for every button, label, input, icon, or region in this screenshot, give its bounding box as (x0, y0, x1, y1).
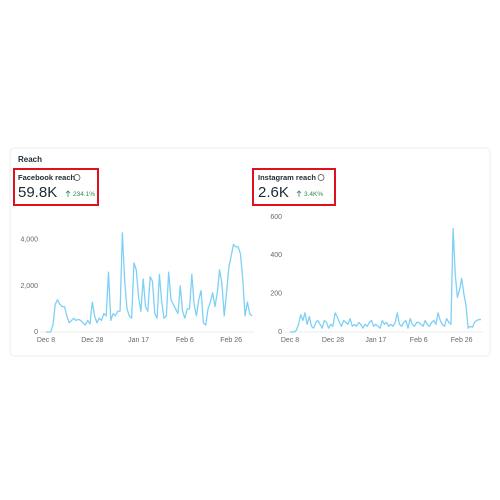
info-icon[interactable] (73, 174, 81, 181)
y-tick-label: 0 (34, 329, 38, 336)
y-tick-label: 2,000 (20, 283, 38, 290)
metric-value: 59.8K (18, 184, 57, 201)
highlight-box (13, 168, 99, 206)
highlight-box (252, 168, 336, 206)
data-line (290, 227, 481, 333)
metric-change: 234.1% (73, 191, 95, 198)
x-tick-label: Feb 26 (451, 337, 473, 344)
x-tick-label: Feb 6 (410, 337, 428, 344)
x-tick-label: Jan 17 (365, 337, 386, 344)
x-tick-label: Feb 6 (176, 337, 194, 344)
data-line (46, 232, 253, 333)
metric-title: Instagram reach (258, 173, 316, 182)
x-tick-label: Dec 28 (322, 337, 344, 344)
up-arrow (65, 190, 71, 197)
metric-change: 3.4K% (304, 191, 323, 198)
y-tick-label: 0 (278, 329, 282, 336)
y-tick-label: 4,000 (20, 237, 38, 244)
x-tick-label: Jan 17 (128, 337, 149, 344)
x-tick-label: Dec 8 (281, 337, 299, 344)
facebook-metric: Facebook reach 59.8K 234.1% (18, 173, 95, 201)
y-tick-label: 400 (270, 252, 282, 259)
metric-value: 2.6K (258, 184, 289, 201)
info-icon[interactable] (317, 174, 325, 181)
up-arrow (296, 190, 302, 197)
x-tick-label: Dec 8 (37, 337, 55, 344)
y-tick-label: 600 (270, 214, 282, 221)
instagram-metric: Instagram reach 2.6K 3.4K% (258, 173, 325, 201)
y-tick-label: 200 (270, 291, 282, 298)
section-title: Reach (18, 155, 42, 164)
metric-title: Facebook reach (18, 173, 76, 182)
x-tick-label: Dec 28 (81, 337, 103, 344)
card (9, 147, 491, 357)
x-tick-label: Feb 26 (220, 337, 242, 344)
